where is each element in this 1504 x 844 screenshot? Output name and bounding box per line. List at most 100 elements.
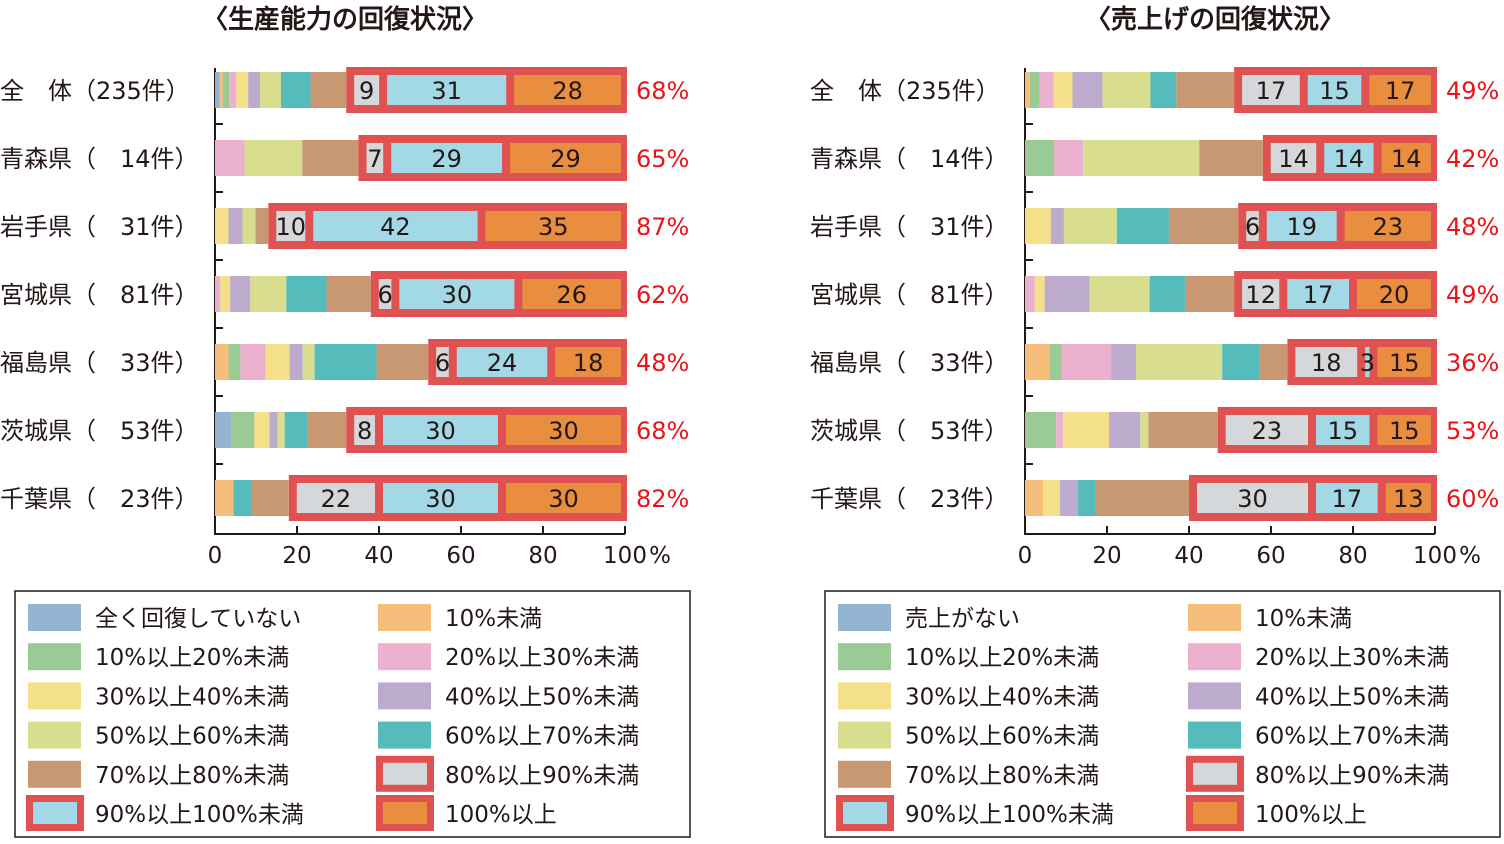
bar-segment — [436, 347, 449, 377]
legend-label: 80%以上90%未満 — [1255, 763, 1449, 789]
legend-swatch — [28, 682, 81, 710]
bar-segment — [1185, 276, 1235, 312]
bar-segment — [1242, 75, 1300, 105]
legend-label: 50%以上60%未満 — [95, 724, 289, 750]
bar-segment — [522, 279, 621, 309]
data-label: 30 — [425, 417, 456, 445]
bar-segment — [240, 344, 266, 380]
legend-label: 10%以上20%未満 — [905, 645, 1099, 671]
bar-segment — [510, 143, 621, 173]
legend-label: 70%以上80%未満 — [905, 763, 1099, 789]
legend-label: 10%以上20%未満 — [95, 645, 289, 671]
bar-segment — [215, 276, 221, 312]
legend-label: 全く回復していない — [95, 606, 301, 632]
bar-segment — [1287, 279, 1349, 309]
legend-label: 80%以上90%未満 — [445, 763, 639, 789]
category-label: 岩手県（ 31件） — [810, 213, 1009, 241]
legend-label: 100%以上 — [1255, 802, 1367, 828]
data-label: 17 — [1303, 281, 1334, 309]
legend-label: 10%未満 — [1255, 606, 1352, 632]
legend-swatch — [378, 604, 431, 631]
legend-swatch — [1188, 682, 1241, 710]
data-label: 30 — [425, 485, 456, 513]
data-label: 12 — [1245, 281, 1276, 309]
total-percent-label: 48% — [1446, 213, 1499, 241]
x-tick-label: 60 — [446, 543, 475, 569]
bar-segment — [1266, 211, 1337, 241]
chart-panel-1: 〈売上げの回復状況〉全 体（235件） 17 15 17 49% 青森県（ 14件） 14 1… — [810, 4, 1501, 838]
x-tick-label: 0 — [1018, 543, 1033, 569]
category-label: 茨城県（ 53件） — [810, 417, 1009, 445]
bar-segment — [277, 412, 285, 448]
bar-segment — [229, 72, 237, 108]
bar-segment — [1385, 483, 1431, 513]
bar-segment — [289, 344, 303, 380]
bar-segment — [250, 276, 287, 312]
bar-segment — [310, 72, 347, 108]
legend-swatch — [28, 643, 81, 671]
bar-segment — [1324, 143, 1374, 173]
bar-segment — [555, 347, 621, 377]
legend-label: 100%以上 — [445, 802, 557, 828]
legend-swatch — [378, 721, 431, 749]
x-tick-label: 100 — [603, 543, 647, 569]
total-percent-label: 48% — [636, 349, 689, 377]
bar-segment — [1083, 140, 1200, 176]
bar-segment — [1316, 415, 1370, 445]
legend-label: 60%以上70%未満 — [445, 724, 639, 750]
legend-swatch — [838, 643, 891, 671]
x-tick-label: 60 — [1256, 543, 1285, 569]
chart-panel-0: 〈生産能力の回復状況〉全 体（235件） 9 31 28 68%青森県（ 14件） 7 29… — [0, 4, 691, 838]
bar-segment — [1072, 72, 1103, 108]
legend-swatch — [838, 604, 891, 631]
category-label: 宮城県（ 81件） — [0, 281, 199, 309]
bar-segment — [1377, 415, 1431, 445]
data-label: 10 — [276, 213, 307, 241]
bar-segment — [296, 483, 375, 513]
bar-segment — [1029, 72, 1040, 108]
legend-swatch — [383, 762, 427, 785]
total-percent-label: 53% — [1446, 417, 1499, 445]
legend-swatch — [33, 802, 77, 824]
bar-segment — [1136, 344, 1223, 380]
bar-segment — [1025, 276, 1035, 312]
bar-segment — [228, 344, 241, 380]
bar-segment — [251, 480, 289, 516]
bar-segment — [399, 279, 515, 309]
data-label: 28 — [552, 77, 583, 105]
data-label: 18 — [573, 349, 604, 377]
bar-segment — [1316, 483, 1378, 513]
chart-title: 〈売上げの回復状況〉 — [1085, 4, 1345, 35]
bar-segment — [514, 75, 621, 105]
bar-segment — [1043, 480, 1060, 516]
legend-swatch — [1193, 762, 1237, 785]
bar-segment — [307, 412, 347, 448]
bar-segment — [383, 483, 498, 513]
bar-segment — [215, 344, 229, 380]
bar-segment — [1050, 208, 1064, 244]
bar-segment — [1025, 72, 1030, 108]
x-tick-label: 0 — [208, 543, 223, 569]
data-label: 14 — [1391, 145, 1422, 173]
category-label: 岩手県（ 31件） — [0, 213, 199, 241]
bar-segment — [1149, 276, 1186, 312]
total-percent-label: 49% — [1446, 281, 1499, 309]
bar-segment — [1365, 347, 1370, 377]
category-label: 全 体（235件） — [0, 77, 190, 105]
bar-segment — [366, 143, 384, 173]
total-percent-label: 36% — [1446, 349, 1499, 377]
bar-segment — [1246, 211, 1259, 241]
bar-segment — [314, 344, 377, 380]
total-percent-label: 68% — [636, 77, 689, 105]
bar-segment — [1109, 412, 1141, 448]
bar-segment — [383, 415, 498, 445]
bar-segment — [1063, 412, 1110, 448]
bar-segment — [248, 72, 261, 108]
bar-segment — [326, 276, 371, 312]
data-label: 35 — [538, 213, 569, 241]
data-label: 14 — [1334, 145, 1365, 173]
bar-segment — [1199, 140, 1263, 176]
data-label: 30 — [548, 485, 579, 513]
legend-swatch — [28, 760, 81, 788]
